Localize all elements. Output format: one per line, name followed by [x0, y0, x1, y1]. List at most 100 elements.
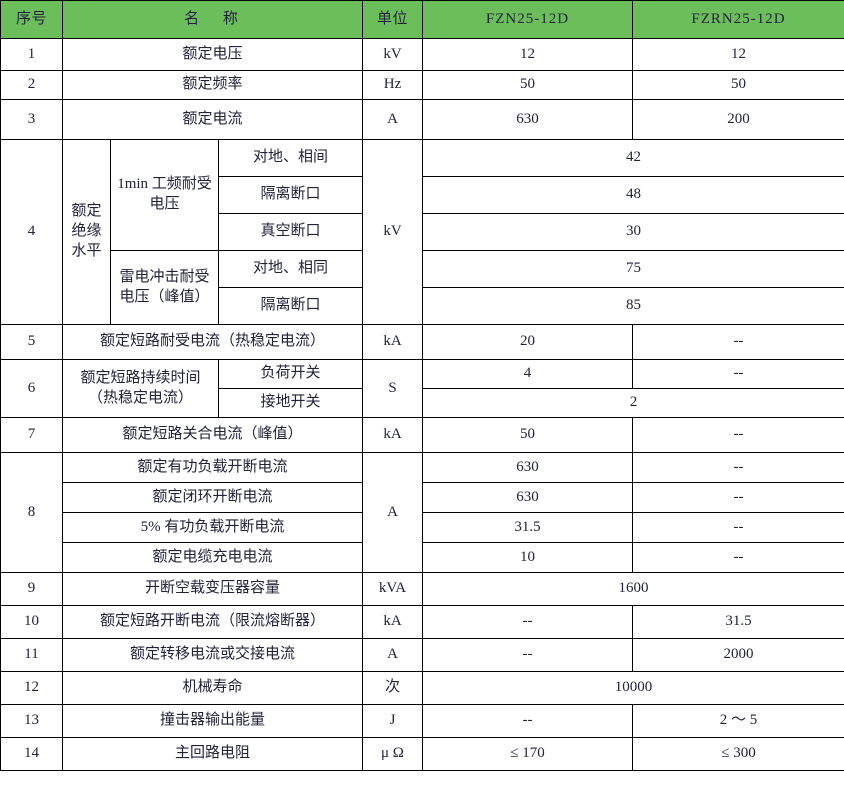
table-row: 2 额定频率 Hz 50 50 [0, 70, 844, 100]
row-seq: 12 [0, 671, 63, 705]
row-value-model2: -- [632, 452, 844, 483]
row-seq: 7 [0, 417, 63, 453]
row-unit: kA [362, 605, 423, 639]
row-seq: 9 [0, 572, 63, 606]
row-value-model2: 50 [632, 70, 844, 100]
row-value-merged: 1600 [422, 572, 844, 606]
table-row: 隔离断口 85 [1, 287, 844, 325]
header-name: 名 称 [62, 0, 363, 39]
row-seq: 1 [0, 38, 63, 71]
row-value-model1: -- [422, 704, 633, 738]
subitem-label: 对地、相间 [218, 139, 363, 177]
table-row: 额定闭环开断电流 630 -- [1, 482, 844, 513]
row-value-model2: -- [632, 324, 844, 360]
row-value-model2: 2000 [632, 638, 844, 672]
row-value-model2: -- [632, 482, 844, 513]
subitem-label: 隔离断口 [218, 176, 363, 214]
row-unit: S [362, 359, 423, 418]
row-seq: 4 [0, 139, 63, 325]
row-name: 额定短路开断电流（限流熔断器） [62, 605, 363, 639]
row-seq: 6 [0, 359, 63, 418]
table-body: 1 额定电压 kV 12 12 2 额定频率 Hz 50 50 3 额定电流 A… [0, 38, 844, 771]
subitem-label: 5% 有功负载开断电流 [62, 512, 363, 543]
table-row: 额定电缆充电电流 10 -- [1, 542, 844, 573]
row-value-merged: 42 [422, 139, 844, 177]
row-value-model1: 50 [422, 70, 633, 100]
subitem-label: 额定闭环开断电流 [62, 482, 363, 513]
subgroup-label-power-frequency: 1min 工频耐受电压 [110, 139, 219, 251]
table-row: 雷电冲击耐受电压（峰值） 对地、相同 75 [1, 250, 844, 325]
subitem-label: 真空断口 [218, 213, 363, 251]
table-row: 4 额定绝缘水平 1min 工频耐受电压 对地、相间 kV 42 [0, 139, 844, 325]
row-value-model1: 31.5 [422, 512, 633, 543]
row-name: 撞击器输出能量 [62, 704, 363, 738]
table-row: 真空断口 30 [1, 213, 844, 251]
header-model-fzn25: FZN25-12D [422, 0, 633, 39]
row-value-model1: -- [422, 638, 633, 672]
row-value-merged: 10000 [422, 671, 844, 705]
row-value-model1: -- [422, 605, 633, 639]
table-row: 12 机械寿命 次 10000 [0, 671, 844, 705]
subitem-label: 接地开关 [218, 388, 363, 418]
table-row: 9 开断空载变压器容量 kVA 1600 [0, 572, 844, 606]
row-seq: 14 [0, 737, 63, 771]
row-name: 额定短路耐受电流（热稳定电流） [62, 324, 363, 360]
row-value-model2: -- [632, 359, 844, 389]
row-unit: Hz [362, 70, 423, 100]
row-value-model2: -- [632, 417, 844, 453]
row-value-model1: 12 [422, 38, 633, 71]
row-seq: 2 [0, 70, 63, 100]
row-name: 额定电流 [62, 99, 363, 140]
row-value-model1: 20 [422, 324, 633, 360]
header-model-fzrn25: FZRN25-12D [632, 0, 844, 39]
row-seq: 11 [0, 638, 63, 672]
row-seq: 5 [0, 324, 63, 360]
row-value-model2: 200 [632, 99, 844, 140]
row-unit: kV [362, 38, 423, 71]
row-value-merged: 30 [422, 213, 844, 251]
row-group-label: 额定绝缘水平 [62, 139, 111, 325]
subitem-label: 对地、相同 [218, 250, 363, 288]
row-value-model1: 630 [422, 99, 633, 140]
row-value-model2: 2 ～ 5 [632, 704, 844, 738]
table-row: 10 额定短路开断电流（限流熔断器） kA -- 31.5 [0, 605, 844, 639]
header-row: 序号 名 称 单位 FZN25-12D FZRN25-12D [0, 0, 844, 39]
row-seq: 10 [0, 605, 63, 639]
table-header: 序号 名 称 单位 FZN25-12D FZRN25-12D [0, 0, 844, 39]
row-unit: kA [362, 324, 423, 360]
row-value-model2: 12 [632, 38, 844, 71]
row-value-model1: ≤ 170 [422, 737, 633, 771]
spec-table: 序号 名 称 单位 FZN25-12D FZRN25-12D 1 额定电压 kV… [0, 0, 844, 771]
row-seq: 3 [0, 99, 63, 140]
row-name: 额定短路关合电流（峰值） [62, 417, 363, 453]
row-group-label: 额定短路持续时间（热稳定电流） [62, 359, 219, 418]
row-value-merged: 48 [422, 176, 844, 214]
table-row: 隔离断口 48 [1, 176, 844, 214]
table-row: 8 额定有功负载开断电流 A 630 -- [0, 452, 844, 573]
row-unit: kVA [362, 572, 423, 606]
header-unit: 单位 [362, 0, 423, 39]
row-name: 主回路电阻 [62, 737, 363, 771]
row-name: 机械寿命 [62, 671, 363, 705]
table-row: 接地开关 2 [1, 388, 844, 418]
row-value-model1: 4 [422, 359, 633, 389]
row-value-model1: 630 [422, 482, 633, 513]
row-value-model2: -- [632, 542, 844, 573]
subitem-label: 隔离断口 [218, 287, 363, 325]
row-unit: kA [362, 417, 423, 453]
subgroup-label-lightning-impulse: 雷电冲击耐受电压（峰值） [110, 250, 219, 325]
table-row: 1 额定电压 kV 12 12 [0, 38, 844, 71]
row-unit: A [362, 452, 423, 573]
row-seq: 13 [0, 704, 63, 738]
row-name: 额定电压 [62, 38, 363, 71]
row-value-model2: ≤ 300 [632, 737, 844, 771]
row-value-model2: -- [632, 512, 844, 543]
table-row: 13 撞击器输出能量 J -- 2 ～ 5 [0, 704, 844, 738]
table-row: 14 主回路电阻 μ Ω ≤ 170 ≤ 300 [0, 737, 844, 771]
subitem-label: 额定电缆充电电流 [62, 542, 363, 573]
row-seq: 8 [0, 452, 63, 573]
row-unit: kV [362, 139, 423, 325]
table-row: 5 额定短路耐受电流（热稳定电流） kA 20 -- [0, 324, 844, 360]
row-name: 开断空载变压器容量 [62, 572, 363, 606]
row-unit: μ Ω [362, 737, 423, 771]
